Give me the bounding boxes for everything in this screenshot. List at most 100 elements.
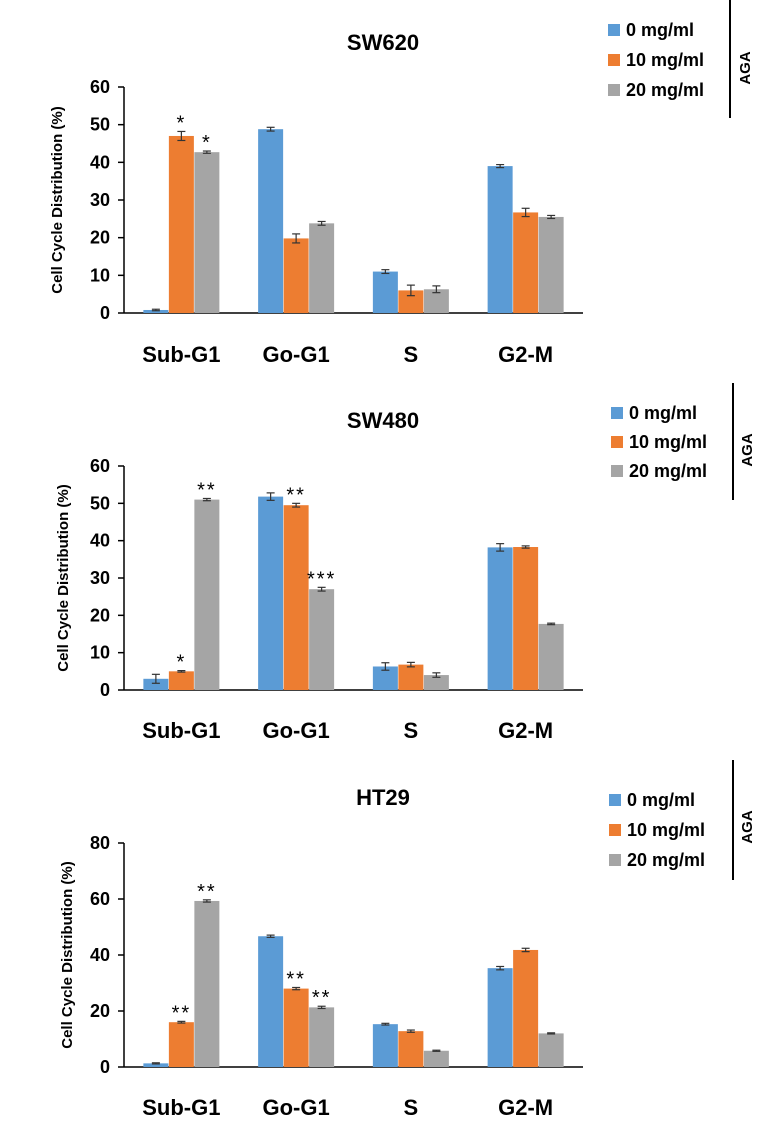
- significance-marker: **: [172, 1002, 192, 1024]
- x-tick-label: Go-G1: [263, 718, 330, 743]
- legend-swatch: [609, 854, 621, 866]
- x-tick-label: G2-M: [498, 1095, 553, 1120]
- y-tick-label: 0: [100, 1057, 110, 1077]
- y-tick-label: 60: [90, 456, 110, 476]
- significance-marker: **: [286, 484, 306, 506]
- legend-group-label: AGA: [739, 810, 756, 844]
- bar-sub-g1-0-mg-ml: [143, 678, 169, 690]
- x-tick-label: S: [404, 342, 419, 367]
- y-tick-label: 40: [90, 945, 110, 965]
- y-tick-label: 0: [100, 680, 110, 700]
- legend-swatch: [611, 436, 623, 448]
- chart-panel-sw620: SW620 Cell Cycle Distribution (%) 0 10 20 30 4…: [49, 0, 754, 367]
- bar-sub-g1-10-mg-ml: [168, 671, 194, 690]
- y-tick-label: 20: [90, 1001, 110, 1021]
- bar-s-0-mg-ml: [372, 1024, 398, 1067]
- x-tick-label: S: [404, 1095, 419, 1120]
- y-tick-label: 30: [90, 568, 110, 588]
- y-axis-label: Cell Cycle Distribution (%): [59, 861, 76, 1049]
- bar-sub-g1-10-mg-ml: [168, 135, 194, 313]
- bar-g2-m-20-mg-ml: [538, 1033, 564, 1067]
- y-tick-label: 0: [100, 303, 110, 323]
- y-tick-label: 80: [90, 833, 110, 853]
- y-tick-label: 20: [90, 228, 110, 248]
- bar-go-g1-10-mg-ml: [283, 505, 309, 690]
- x-tick-label: Sub-G1: [142, 342, 220, 367]
- chart-title: HT29: [356, 785, 410, 810]
- y-axis-label: Cell Cycle Distribution (%): [49, 106, 66, 294]
- bar-s-0-mg-ml: [372, 666, 398, 690]
- bar-go-g1-10-mg-ml: [283, 988, 309, 1067]
- significance-marker: *: [176, 652, 186, 674]
- bar-go-g1-20-mg-ml: [309, 223, 335, 313]
- legend-swatch: [611, 407, 623, 419]
- x-tick-label: Sub-G1: [142, 1095, 220, 1120]
- legend-swatch: [608, 84, 620, 96]
- bar-go-g1-20-mg-ml: [309, 1007, 335, 1067]
- bar-g2-m-10-mg-ml: [513, 547, 539, 690]
- bar-go-g1-20-mg-ml: [309, 589, 335, 690]
- legend: 0 mg/ml 10 mg/ml 20 mg/ml AGA: [609, 760, 756, 880]
- bar-go-g1-0-mg-ml: [258, 129, 284, 313]
- legend-group-label: AGA: [739, 433, 756, 467]
- x-tick-label: Sub-G1: [142, 718, 220, 743]
- y-tick-label: 60: [90, 77, 110, 97]
- x-tick-label: S: [404, 718, 419, 743]
- legend-label: 10 mg/ml: [626, 50, 704, 70]
- bar-g2-m-20-mg-ml: [538, 216, 564, 313]
- x-tick-label: Go-G1: [263, 1095, 330, 1120]
- legend-label: 10 mg/ml: [629, 432, 707, 452]
- significance-marker: ***: [307, 568, 336, 590]
- bar-sub-g1-20-mg-ml: [194, 900, 220, 1067]
- significance-marker: **: [197, 881, 217, 903]
- y-tick-label: 40: [90, 531, 110, 551]
- bar-sub-g1-0-mg-ml: [143, 1063, 169, 1067]
- bar-s-10-mg-ml: [398, 664, 424, 690]
- significance-marker: **: [286, 968, 306, 990]
- bar-sub-g1-20-mg-ml: [194, 152, 220, 313]
- bar-g2-m-0-mg-ml: [487, 968, 513, 1067]
- legend-label: 20 mg/ml: [627, 850, 705, 870]
- legend-label: 0 mg/ml: [626, 20, 694, 40]
- y-tick-label: 10: [90, 265, 110, 285]
- bar-s-0-mg-ml: [372, 271, 398, 313]
- bar-s-10-mg-ml: [398, 1031, 424, 1067]
- bar-go-g1-0-mg-ml: [258, 496, 284, 690]
- y-tick-label: 10: [90, 643, 110, 663]
- chart-title: SW480: [347, 408, 419, 433]
- bar-s-10-mg-ml: [398, 290, 424, 313]
- legend: 0 mg/ml 10 mg/ml 20 mg/ml AGA: [611, 383, 756, 500]
- chart-panel-ht29: HT29 Cell Cycle Distribution (%) 0 20 40 60 80…: [59, 760, 756, 1120]
- x-tick-label: G2-M: [498, 718, 553, 743]
- significance-marker: **: [312, 987, 332, 1009]
- y-tick-label: 50: [90, 115, 110, 135]
- bar-g2-m-10-mg-ml: [513, 949, 539, 1067]
- legend-label: 0 mg/ml: [627, 790, 695, 810]
- y-axis-label: Cell Cycle Distribution (%): [55, 484, 72, 672]
- chart-panel-sw480: SW480 Cell Cycle Distribution (%) 0 10 20 30 4…: [55, 383, 756, 743]
- y-tick-label: 50: [90, 493, 110, 513]
- legend-swatch: [611, 465, 623, 477]
- y-tick-label: 60: [90, 889, 110, 909]
- legend-swatch: [609, 824, 621, 836]
- bar-go-g1-10-mg-ml: [283, 238, 309, 313]
- significance-marker: *: [202, 132, 212, 154]
- x-tick-label: Go-G1: [263, 342, 330, 367]
- bar-g2-m-0-mg-ml: [487, 166, 513, 313]
- legend-label: 10 mg/ml: [627, 820, 705, 840]
- legend-swatch: [609, 794, 621, 806]
- bar-sub-g1-10-mg-ml: [168, 1022, 194, 1067]
- x-tick-label: G2-M: [498, 342, 553, 367]
- y-tick-label: 40: [90, 152, 110, 172]
- legend-group-label: AGA: [737, 51, 754, 85]
- bar-g2-m-0-mg-ml: [487, 547, 513, 690]
- bar-s-20-mg-ml: [423, 675, 449, 690]
- legend-label: 20 mg/ml: [629, 461, 707, 481]
- legend-label: 0 mg/ml: [629, 403, 697, 423]
- bar-g2-m-20-mg-ml: [538, 623, 564, 690]
- bar-s-20-mg-ml: [423, 289, 449, 313]
- bar-sub-g1-20-mg-ml: [194, 499, 220, 690]
- y-tick-label: 30: [90, 190, 110, 210]
- legend-swatch: [608, 24, 620, 36]
